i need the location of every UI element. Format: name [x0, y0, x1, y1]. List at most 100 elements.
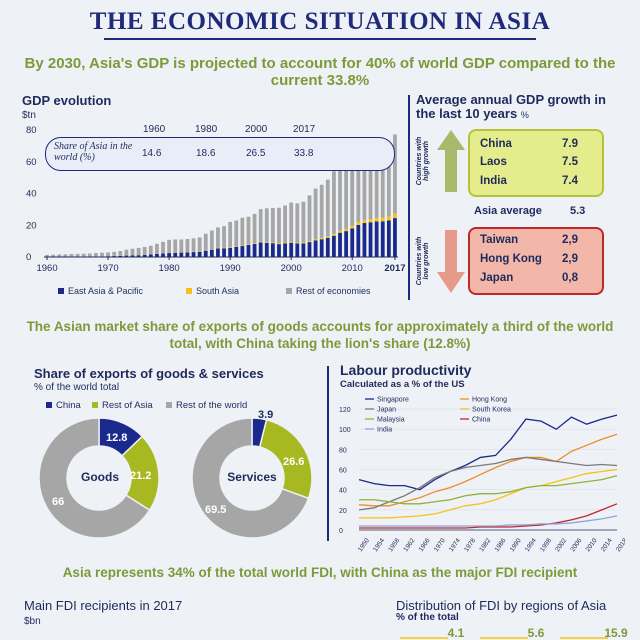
fdi-value-label: 4.1	[448, 626, 465, 640]
x-tick-label: 1960	[36, 263, 57, 274]
share-of-asia-box: Share of Asia in the world (%) 14.6 18.6…	[45, 137, 395, 171]
low-growth-label: Countries with low growth	[416, 236, 430, 286]
growth-value: 7.9	[562, 138, 578, 150]
gdp-bar	[277, 244, 281, 257]
gdp-bar	[374, 221, 379, 257]
gdp-bar	[374, 139, 379, 218]
share-year-1980: 1980	[195, 124, 218, 135]
gdp-bar	[203, 250, 208, 257]
exports-title: Share of exports of goods & services	[34, 366, 264, 381]
gdp-bar	[307, 240, 312, 243]
x-tick-label: 2014	[600, 537, 614, 553]
country-name: China	[480, 138, 512, 150]
x-tick-label: 1970	[433, 537, 447, 553]
x-tick-label: 1982	[478, 537, 492, 553]
gdp-bar	[142, 246, 147, 255]
x-tick-label: 1966	[418, 537, 432, 553]
share-value-1980: 18.6	[196, 148, 216, 159]
productivity-line	[358, 433, 618, 507]
gdp-bar	[356, 148, 361, 222]
gdp-bar	[100, 252, 104, 257]
goods-china-value: 12.8	[106, 432, 128, 444]
gdp-bar	[179, 239, 184, 253]
gdp-bar	[203, 233, 208, 251]
gdp-bar	[344, 231, 349, 257]
gdp-bar	[87, 253, 92, 257]
low-growth-label-wrap: Countries with low growth	[416, 230, 430, 292]
x-tick-label: 1974	[448, 537, 462, 553]
gdp-bar	[264, 242, 269, 257]
gdp-bar	[234, 246, 239, 247]
high-growth-label: Countries with high growth	[416, 136, 430, 186]
growth-value: 2,9	[562, 234, 578, 246]
gdp-bar	[142, 254, 147, 257]
country-name: Taiwan	[480, 234, 519, 246]
x-tick-label: 1990	[220, 263, 241, 274]
section-divider-2	[327, 366, 329, 541]
gdp-bar	[216, 247, 220, 249]
legend-label: South Korea	[472, 407, 511, 414]
gdp-bar	[374, 217, 379, 222]
gdp-bar	[155, 243, 159, 254]
page-subtitle: By 2030, Asia's GDP is projected to acco…	[24, 55, 616, 89]
gdp-bar	[350, 225, 355, 229]
gdp-bar	[283, 205, 287, 243]
exports-legend-rest-of-world: Rest of the world	[166, 400, 247, 411]
x-tick-label: 1998	[539, 537, 553, 553]
gdp-bar	[197, 251, 202, 257]
exports-headline: The Asian market share of exports of goo…	[26, 319, 614, 351]
gdp-bar	[270, 207, 275, 243]
gdp-bar	[167, 253, 172, 257]
goods-rest-of-world-value: 66	[52, 496, 65, 508]
services-donut-slice	[191, 417, 310, 539]
x-tick-label: 2002	[554, 537, 568, 553]
gdp-bar	[264, 208, 269, 243]
share-of-asia-label: Share of Asia in the world (%)	[54, 141, 133, 163]
gdp-bar	[344, 228, 349, 232]
x-tick-label: 1950	[357, 537, 371, 553]
y-tick-label: 80	[339, 447, 347, 454]
exports-donuts	[38, 417, 313, 539]
gdp-bar	[240, 217, 245, 246]
productivity-line	[359, 515, 618, 527]
gdp-bar	[289, 242, 294, 257]
productivity-title: Labour productivity	[340, 362, 472, 378]
services-label: Services	[227, 470, 277, 484]
gdp-bar	[258, 209, 263, 242]
y-tick-label: 80	[26, 125, 37, 136]
gdp-bar	[209, 249, 214, 257]
y-tick-label: 40	[26, 189, 37, 200]
gdp-bar	[356, 224, 361, 257]
gdp-evolution-title: GDP evolution	[22, 93, 112, 108]
asia-average-value: 5.3	[570, 205, 586, 217]
gdp-bar	[289, 202, 294, 242]
gdp-bar	[240, 246, 245, 257]
gdp-bar	[362, 219, 367, 224]
gdp-bar	[332, 235, 336, 257]
growth-unit: %	[520, 110, 529, 120]
x-tick-label: 1994	[524, 537, 538, 553]
growth-row-laos: Laos 7.5	[480, 156, 592, 168]
gdp-bar	[386, 220, 391, 257]
growth-row-taiwan: Taiwan 2,9	[480, 234, 592, 246]
gdp-bar	[185, 239, 190, 253]
x-tick-label: 1986	[493, 537, 507, 553]
legend-label: China	[472, 417, 490, 424]
gdp-bar	[283, 243, 287, 257]
gdp-bar	[380, 221, 385, 257]
gdp-bar	[173, 239, 178, 253]
x-tick-label: 1990	[509, 537, 523, 553]
services-rest-of-asia-value: 26.6	[283, 456, 305, 468]
legend-label: Japan	[377, 407, 396, 414]
gdp-bar	[234, 246, 239, 257]
fdi-value-label: 5.6	[528, 626, 545, 640]
gdp-bar	[81, 253, 86, 257]
legend-swatch-navy	[58, 288, 64, 294]
low-growth-box: Taiwan 2,9 Hong Kong 2,9 Japan 0,8	[468, 227, 604, 295]
legend-label: China	[56, 400, 81, 411]
growth-title-text: Average annual GDP growth in the last 10…	[416, 92, 606, 121]
share-year-2017: 2017	[293, 124, 316, 135]
gdp-bar	[338, 230, 342, 233]
gdp-bar	[338, 162, 342, 231]
